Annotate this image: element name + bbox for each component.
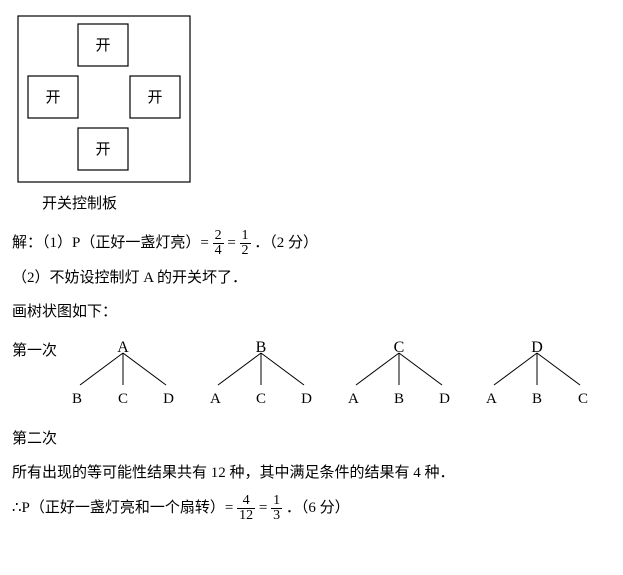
solution-line-5: ∴P（正好一盏灯亮和一个扇转）= 412 = 13 ．（6 分） <box>12 494 611 523</box>
solution-line-4: 所有出现的等可能性结果共有 12 种，其中满足条件的结果有 4 种． <box>12 459 611 488</box>
panel-caption: 开关控制板 <box>42 190 611 219</box>
switch-label: 开 <box>147 90 162 106</box>
tree-leaf: C <box>578 385 588 414</box>
tree-leaf: A <box>486 385 497 414</box>
tree-leaf: B <box>72 385 82 414</box>
tree: BACD <box>206 333 316 403</box>
fraction-3: 412 <box>237 494 255 523</box>
panel-svg: 开开开开 <box>12 12 196 186</box>
switch-panel-diagram: 开开开开 <box>12 12 611 186</box>
switch-label: 开 <box>45 90 60 106</box>
line1-prefix: 解：（1）P（正好一盏灯亮）= <box>12 235 209 251</box>
equals-2: = <box>259 500 267 516</box>
tree-leaf: B <box>532 385 542 414</box>
fraction-4: 13 <box>271 494 282 523</box>
tree-branches <box>344 351 454 387</box>
line5-suffix: ．（6 分） <box>286 500 350 516</box>
solution-line-2: （2）不妨设控制灯 A 的开关坏了． <box>12 264 611 293</box>
solution-line-3: 画树状图如下： <box>12 298 611 327</box>
tree-leaf: A <box>348 385 359 414</box>
tree-leaf: D <box>301 385 312 414</box>
tree-branches <box>68 351 178 387</box>
equals-1: = <box>227 235 235 251</box>
switch-label: 开 <box>95 142 110 158</box>
tree-diagram-row: 第一次 第二次 ABCDBACDCABDDABC <box>12 333 611 454</box>
tree-leaf: C <box>256 385 266 414</box>
tree-leaf: D <box>163 385 174 414</box>
tree: ABCD <box>68 333 178 403</box>
tree-leaf: B <box>394 385 404 414</box>
tree-leaf: C <box>118 385 128 414</box>
tree-leaf: A <box>210 385 221 414</box>
tree-branches <box>482 351 592 387</box>
line1-suffix: ．（2 分） <box>254 235 318 251</box>
fraction-2: 12 <box>240 229 251 258</box>
fraction-1: 24 <box>213 229 224 258</box>
tree: DABC <box>482 333 592 403</box>
label-second: 第二次 <box>12 389 68 454</box>
tree: CABD <box>344 333 454 403</box>
tree-branches <box>206 351 316 387</box>
line5-prefix: ∴P（正好一盏灯亮和一个扇转）= <box>12 500 233 516</box>
tree-leaf: D <box>439 385 450 414</box>
solution-line-1: 解：（1）P（正好一盏灯亮）= 24 = 12 ．（2 分） <box>12 229 611 258</box>
tree-container: ABCD BACD CABD DABC <box>68 333 592 403</box>
label-first: 第一次 <box>12 333 68 389</box>
switch-label: 开 <box>95 38 110 54</box>
